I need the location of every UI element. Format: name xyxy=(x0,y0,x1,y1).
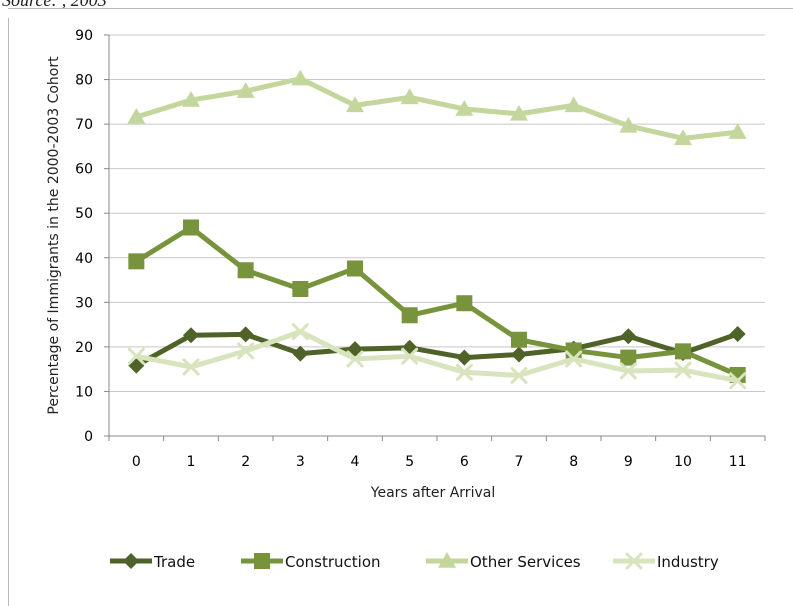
legend-item-other-services: Other Services xyxy=(426,552,581,571)
data-point-construction xyxy=(456,295,473,312)
legend-label: Industry xyxy=(657,553,719,571)
data-point-trade xyxy=(401,339,418,356)
x-tick-label: 0 xyxy=(132,454,141,470)
x-axis-title: Years after Arrival xyxy=(370,485,495,501)
data-point-industry xyxy=(237,342,255,360)
series-line-industry xyxy=(133,329,741,384)
data-point-construction xyxy=(565,342,582,359)
gridlines xyxy=(109,34,765,392)
x-tick-label: 1 xyxy=(187,454,196,470)
x-tick-label: 5 xyxy=(405,454,414,470)
y-tick-label: 80 xyxy=(75,73,93,89)
data-point-trade xyxy=(620,328,637,345)
legend-marker-construction xyxy=(254,553,270,569)
legend-marker-trade xyxy=(123,553,139,569)
data-point-construction xyxy=(620,349,637,366)
legend-label: Other Services xyxy=(470,553,581,571)
data-point-other-services xyxy=(510,104,528,121)
data-point-industry xyxy=(455,363,473,381)
data-point-construction xyxy=(237,262,254,279)
data-point-industry xyxy=(619,362,637,380)
data-point-other-services xyxy=(127,107,146,124)
data-point-construction xyxy=(292,280,309,297)
y-tick-labels: 0 10 20 30 40 50 60 70 80 90 xyxy=(75,28,93,445)
data-point-other-services xyxy=(455,99,474,116)
data-point-other-services xyxy=(674,129,692,146)
data-point-trade xyxy=(511,346,527,363)
data-point-industry xyxy=(674,361,692,379)
data-point-other-services xyxy=(564,96,583,113)
x-tick-labels: 0 1 2 3 4 5 6 7 8 9 10 11 xyxy=(132,454,747,470)
y-tick-label: 60 xyxy=(75,162,93,178)
y-tick-label: 50 xyxy=(75,206,93,222)
data-point-construction xyxy=(183,219,199,236)
data-point-trade xyxy=(237,326,254,343)
x-tick-label: 7 xyxy=(515,454,524,470)
legend-marker-industry xyxy=(625,552,643,570)
legend-item-trade: Trade xyxy=(110,553,195,571)
data-point-industry xyxy=(510,366,528,384)
data-point-other-services xyxy=(619,116,638,133)
y-tick-label: 40 xyxy=(75,251,93,267)
legend-item-industry: Industry xyxy=(613,552,719,571)
data-point-industry xyxy=(127,347,145,365)
x-tick-label: 4 xyxy=(351,454,360,470)
y-axis-title: Percentage of Immigrants in the 2000-200… xyxy=(46,56,62,415)
data-point-construction xyxy=(675,343,691,360)
y-tick-label: 10 xyxy=(75,384,93,400)
x-tick-label: 10 xyxy=(674,454,692,470)
data-point-trade xyxy=(729,325,746,342)
y-tick-label: 0 xyxy=(84,429,93,445)
data-point-industry xyxy=(401,347,419,365)
x-tick-label: 8 xyxy=(569,454,578,470)
series-other-services xyxy=(127,69,747,146)
data-point-other-services xyxy=(182,91,200,107)
data-point-construction xyxy=(128,253,145,270)
data-point-other-services xyxy=(236,82,255,98)
data-point-industry xyxy=(182,358,200,376)
data-point-other-services xyxy=(400,88,419,105)
data-point-industry xyxy=(346,350,364,368)
x-tick-label: 9 xyxy=(624,454,633,470)
axes xyxy=(104,34,766,441)
y-tick-label: 20 xyxy=(75,340,93,356)
legend: Trade Construction Other Services Industry xyxy=(110,552,719,571)
data-point-trade xyxy=(292,345,309,362)
data-point-other-services xyxy=(291,69,310,86)
series-line-construction xyxy=(133,224,741,378)
x-tick-label: 3 xyxy=(296,454,305,470)
y-tick-label: 70 xyxy=(75,117,93,133)
series-line-trade xyxy=(133,331,741,369)
legend-item-construction: Construction xyxy=(241,553,381,571)
data-point-industry xyxy=(291,323,309,341)
y-tick-label: 90 xyxy=(75,28,93,44)
series-group xyxy=(127,69,747,390)
x-tick-label: 6 xyxy=(460,454,469,470)
data-point-trade xyxy=(183,327,199,344)
header-fragment: Source: , 2003 xyxy=(2,0,107,10)
data-point-industry xyxy=(565,350,583,368)
data-point-industry xyxy=(729,372,747,390)
data-point-trade xyxy=(456,349,473,366)
y-tick-label: 30 xyxy=(75,295,93,311)
series-construction xyxy=(128,219,746,383)
legend-label: Trade xyxy=(153,553,195,571)
series-line-other-services xyxy=(133,76,741,141)
x-tick-label: 11 xyxy=(729,454,747,470)
data-point-other-services xyxy=(728,123,747,139)
legend-label: Construction xyxy=(285,553,381,571)
data-point-construction xyxy=(347,260,363,277)
data-point-construction xyxy=(511,331,527,348)
data-point-construction xyxy=(401,307,418,324)
legend-marker-other-services xyxy=(438,552,456,568)
data-point-other-services xyxy=(346,96,364,113)
x-tick-label: 2 xyxy=(241,454,250,470)
series-industry xyxy=(127,323,747,390)
